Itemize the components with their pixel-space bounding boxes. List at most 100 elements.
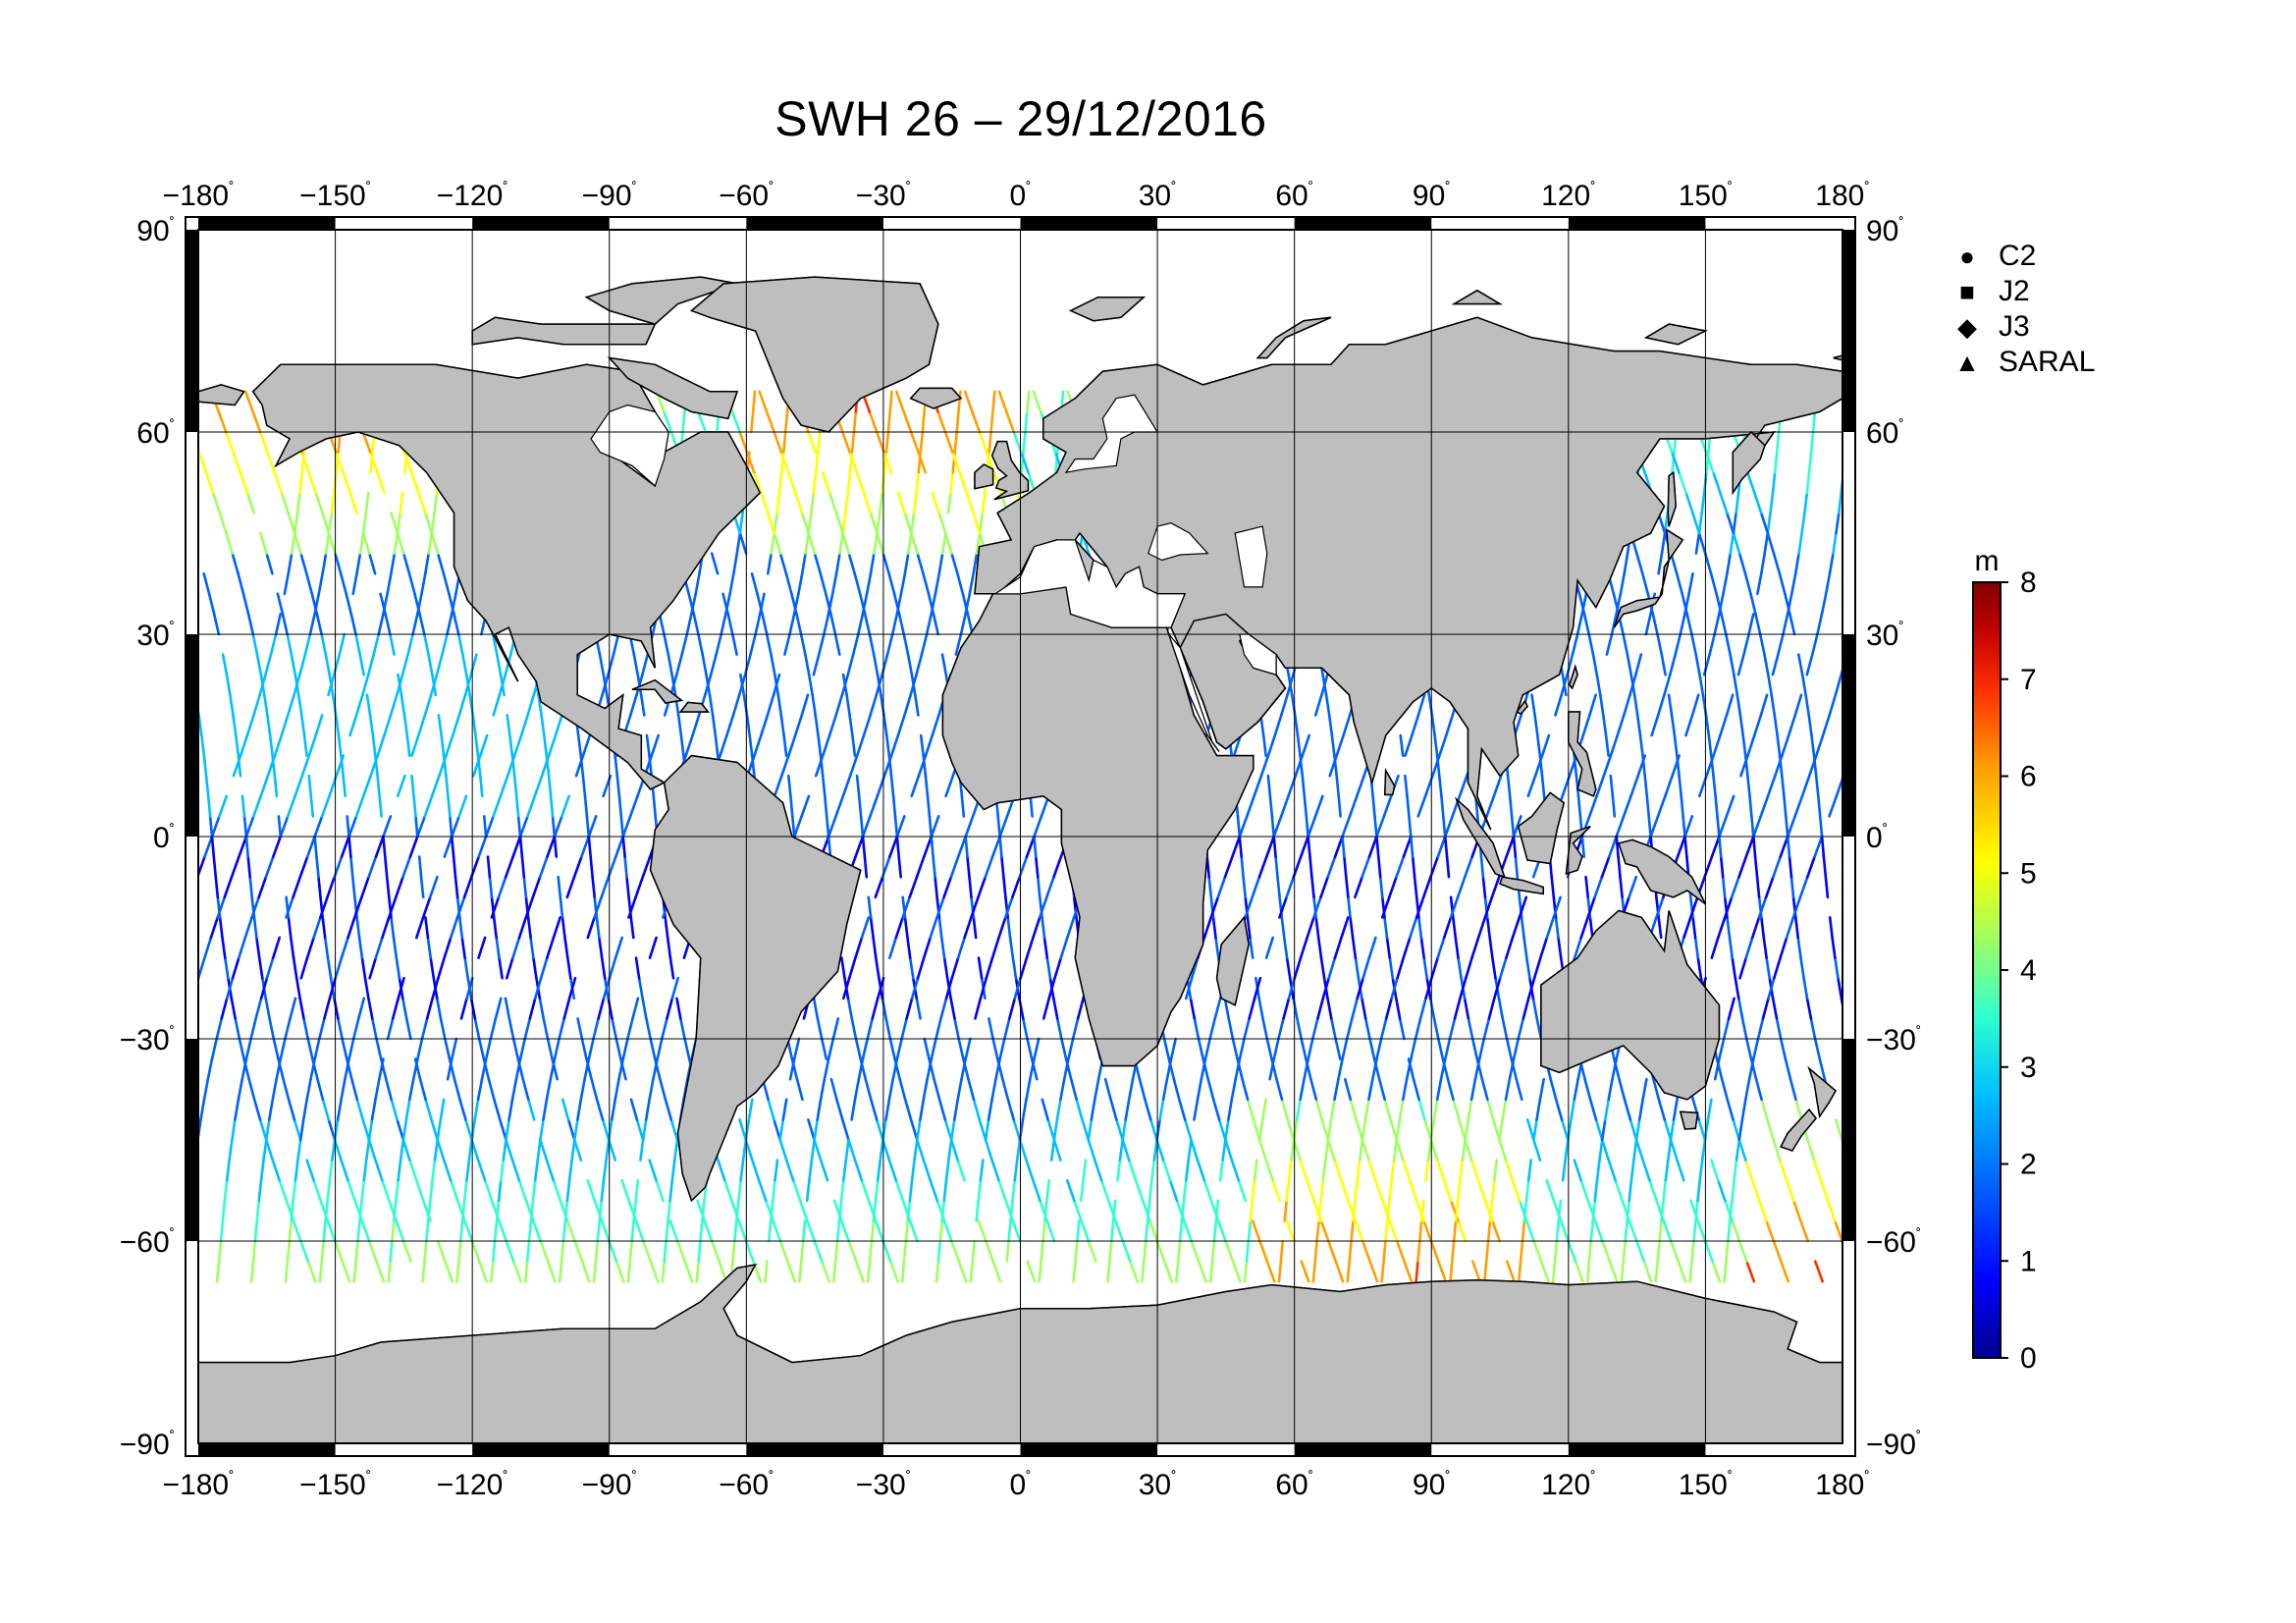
- track-segment: [491, 1239, 497, 1263]
- track-segment: [831, 1260, 837, 1283]
- track-segment: [1307, 835, 1311, 858]
- track-segment: [1791, 895, 1802, 919]
- track-segment: [358, 531, 365, 555]
- track-segment: [874, 1178, 880, 1203]
- track-segment: [1382, 1239, 1387, 1263]
- track-segment: [767, 1098, 775, 1121]
- track-segment: [546, 1260, 557, 1283]
- track-segment: [1340, 916, 1350, 940]
- track-segment: [1007, 1219, 1012, 1243]
- track-segment: [933, 1077, 941, 1102]
- track-segment: [915, 470, 921, 495]
- track-segment: [1715, 592, 1723, 616]
- track-segment: [293, 512, 299, 535]
- track-segment: [411, 613, 419, 636]
- lon-tick-label-bottom: −180˚: [163, 1469, 235, 1501]
- track-segment: [843, 491, 850, 514]
- track-segment: [210, 835, 216, 858]
- track-segment: [1025, 1159, 1035, 1182]
- track-segment: [1409, 916, 1418, 940]
- track-segment: [1081, 1118, 1091, 1142]
- track-segment: [350, 875, 356, 899]
- track-segment: [851, 733, 857, 757]
- track-segment: [1216, 875, 1227, 899]
- track-segment: [546, 1037, 554, 1060]
- track-segment: [837, 1199, 843, 1222]
- track-segment: [912, 491, 918, 514]
- track-segment: [1268, 1057, 1276, 1081]
- track-segment: [478, 733, 489, 757]
- track-segment: [358, 653, 365, 676]
- track-segment: [1481, 875, 1487, 899]
- track-segment: [245, 491, 256, 514]
- graticule: [198, 230, 1842, 1443]
- track-segment: [1567, 1239, 1577, 1263]
- track-segment: [495, 1199, 501, 1222]
- track-segment: [278, 1178, 289, 1203]
- track-segment: [663, 1239, 667, 1263]
- track-segment: [217, 410, 228, 434]
- frame-bar-right: [1842, 230, 1855, 432]
- track-segment: [890, 613, 899, 636]
- track-segment: [1045, 956, 1052, 980]
- track-segment: [798, 1260, 803, 1283]
- track-segment: [1246, 916, 1252, 940]
- track-segment: [1000, 855, 1005, 879]
- track-segment: [1033, 1037, 1041, 1060]
- track-segment: [1591, 1199, 1597, 1222]
- track-segment: [442, 1159, 453, 1182]
- track-segment: [246, 855, 251, 879]
- track-segment: [887, 1077, 895, 1102]
- track-segment: [1329, 1098, 1336, 1121]
- track-segment: [984, 1118, 990, 1142]
- track-segment: [370, 1017, 378, 1041]
- track-segment: [956, 1159, 966, 1182]
- track-segment: [394, 875, 404, 899]
- track-segment: [1655, 895, 1665, 919]
- track-segment: [1352, 1199, 1357, 1222]
- track-segment: [834, 552, 841, 575]
- track-segment: [1684, 491, 1694, 514]
- track-segment: [773, 673, 780, 697]
- track-segment: [408, 1159, 418, 1182]
- track-segment: [1214, 936, 1220, 959]
- track-segment: [1727, 1219, 1732, 1243]
- track-segment: [1300, 1260, 1310, 1283]
- track-segment: [1651, 613, 1659, 636]
- track-segment: [495, 936, 501, 959]
- track-segment: [1246, 794, 1255, 818]
- track-segment: [862, 491, 873, 514]
- track-segment: [1270, 815, 1275, 839]
- track-segment: [1805, 997, 1813, 1020]
- track-segment: [457, 794, 468, 818]
- track-segment: [1282, 997, 1291, 1020]
- track-segment: [1421, 875, 1432, 899]
- track-segment: [323, 936, 330, 959]
- track-segment: [839, 1219, 851, 1243]
- track-segment: [239, 733, 249, 757]
- track-segment: [1261, 1098, 1267, 1121]
- track-segment: [838, 531, 844, 555]
- track-segment: [583, 794, 589, 818]
- track-segment: [989, 410, 994, 434]
- track-segment: [848, 754, 859, 778]
- track-segment: [878, 491, 884, 514]
- track-segment: [754, 613, 762, 636]
- track-segment: [1756, 571, 1763, 596]
- track-segment: [1735, 693, 1742, 717]
- track-segment: [215, 1260, 221, 1283]
- track-segment: [135, 1079, 139, 1100]
- track-segment: [1794, 916, 1799, 940]
- track-segment: [631, 997, 640, 1020]
- track-segment: [1679, 613, 1686, 636]
- track-segment: [436, 1138, 446, 1162]
- track-segment: [393, 531, 400, 555]
- track-segment: [919, 430, 925, 454]
- track-segment: [1539, 1260, 1550, 1283]
- track-segment: [648, 1159, 658, 1182]
- track-segment: [1772, 552, 1782, 575]
- legend-item: ◆ J3: [1953, 310, 2030, 344]
- track-segment: [341, 1037, 348, 1060]
- track-segment: [696, 410, 708, 434]
- track-segment: [634, 956, 641, 980]
